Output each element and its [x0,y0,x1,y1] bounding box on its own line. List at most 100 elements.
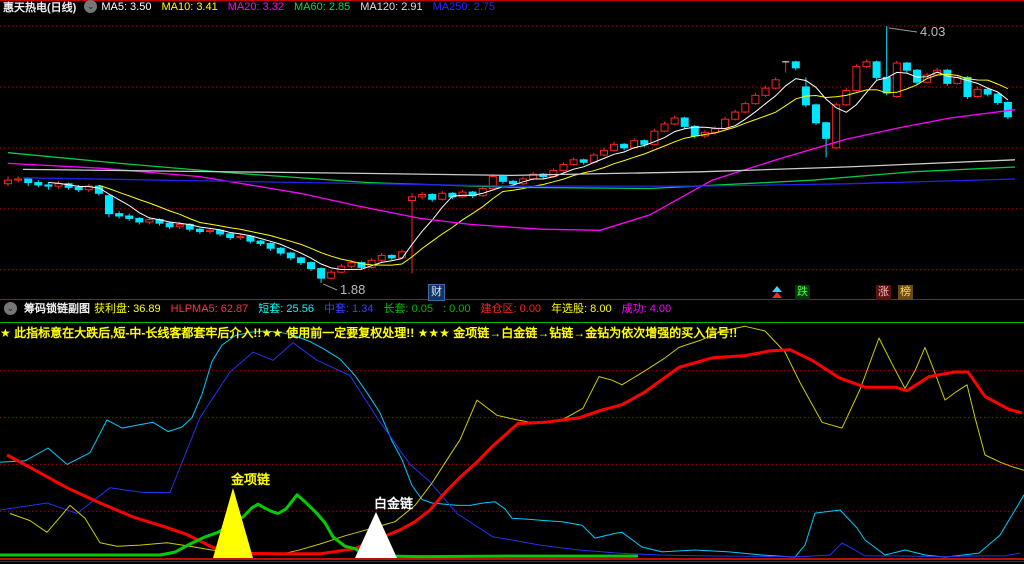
main-titlebar: 惠天热电(日线) ⌄ MA5: 3.50 MA10: 3.41 MA20: 3.32… [0,0,1024,14]
candle-body [640,140,649,145]
candle-body [175,223,184,228]
candle-body [488,176,497,190]
candle-body [408,196,416,201]
signal-triangle-金项链 [213,487,253,558]
indicator-value-7: 年选股: 8.00 [551,303,612,315]
ma-line [22,177,1016,187]
candle-body [620,143,629,149]
candle-body [327,271,336,279]
candle-body [347,262,356,267]
candle-body [115,213,124,217]
candle-body [751,94,760,105]
candle-body [892,62,901,98]
candle-body [963,76,972,98]
candle-body [74,186,83,191]
ma-legend-item-0: MA5: 3.50 [101,0,152,13]
low-price-label: 1.88 [340,282,365,297]
candle-body [660,123,669,132]
high-price-label: 4.03 [920,24,945,39]
indicator-value-3: 中套: 1.34 [323,303,374,315]
ma-legend-item-4: MA120: 2.91 [360,0,423,13]
candle-body [145,219,154,223]
candle-body [44,184,53,187]
series-短套 [0,330,1024,558]
candle-body [761,87,770,96]
indicator-value-6: 建仓区: 0.00 [480,303,542,315]
candle-body [771,79,780,89]
candle-body [34,182,43,186]
candle-body [902,62,911,71]
indicator-value-0: 获利盘: 36.89 [94,303,161,315]
candle-body [195,228,204,233]
ma-legend-item-2: MA20: 3.32 [227,0,284,13]
candle-body [993,93,1002,103]
ma-legend-item-5: MA250: 2.75 [432,0,496,13]
candle-body [125,215,134,219]
marker-cai-button[interactable]: 财 [428,284,445,301]
candle-body [983,88,992,95]
candle-body [367,259,376,268]
indicator-values: 获利盘: 36.89 HLPMA5: 62.87 短套: 25.56 中套: 1.34… [94,300,681,316]
candle-body [741,103,750,113]
candle-body [266,242,275,249]
candle-body [731,111,740,120]
candle-body [579,159,588,163]
candle-body [458,191,467,198]
indicator-value-2: 短套: 25.56 [258,303,314,315]
green-separator [0,322,1024,323]
candle-body [832,104,841,149]
candle-body [872,61,881,78]
candle-body [680,117,689,127]
candle-body [498,176,507,182]
chevron-down-icon[interactable]: ⌄ [4,301,17,315]
indicator-value-5: : 0.00 [443,303,471,315]
series-获利盘 [6,348,1023,556]
candle-body [296,257,305,264]
ma-legend: MA5: 3.50 MA10: 3.41 MA20: 3.32 MA60: 2.85 M… [101,1,505,13]
ma-line [98,73,1009,266]
candle-body [24,178,33,184]
indicator-value-8: 成功: 4.00 [621,303,672,315]
candle-body [882,76,891,94]
ma-line [7,152,1016,190]
marker-bang-button[interactable]: 榜 [898,285,913,300]
sub-panel-header: ⌄ 筹码锁链副图 获利盘: 36.89 HLPMA5: 62.87 短套: 25.5… [0,301,1024,315]
candle-body [862,61,871,68]
candle-body [973,88,982,98]
updown-triangle-icon[interactable] [771,286,783,299]
ma-line [22,159,1016,177]
candle-body [428,193,437,200]
candle-body [842,90,851,106]
signal-label-金项链: 金项链 [230,472,271,487]
candle-body [165,222,174,228]
candle-body [610,143,618,151]
candle-body [387,254,396,259]
ma-line [48,71,1009,270]
candle-body [276,247,285,254]
sub-panel-title: 筹码锁链副图 [24,303,90,315]
main-candlestick-chart[interactable]: 4.03 1.88 [0,12,1024,299]
signal-label-白金链: 白金链 [374,496,414,511]
series-长套 [0,493,638,559]
candle-body [226,233,235,239]
series-中套 [0,342,1021,558]
candle-body [357,262,366,268]
marker-zhang-button[interactable]: 涨 [876,285,891,300]
hint-marquee: ★ 此指标意在大跌后,短-中-长线客都套牢后介入!!★★ 使用前一定要复权处理!… [0,326,738,340]
stock-title: 惠天热电(日线) [3,1,77,14]
candle-body [822,122,831,139]
series-HLPMA5 [9,325,1024,555]
candle-body [286,252,295,259]
chevron-down-icon[interactable]: ⌄ [84,0,98,13]
bottom-border [0,561,1024,562]
candle-body [418,193,427,198]
marker-die-button[interactable]: 跌 [795,285,810,300]
candle-body [812,104,820,124]
panel-divider [0,299,1024,300]
candle-body [670,117,679,125]
candle-body [569,159,578,166]
top-border [0,0,1024,1]
signal-triangle-白金链 [355,511,397,558]
